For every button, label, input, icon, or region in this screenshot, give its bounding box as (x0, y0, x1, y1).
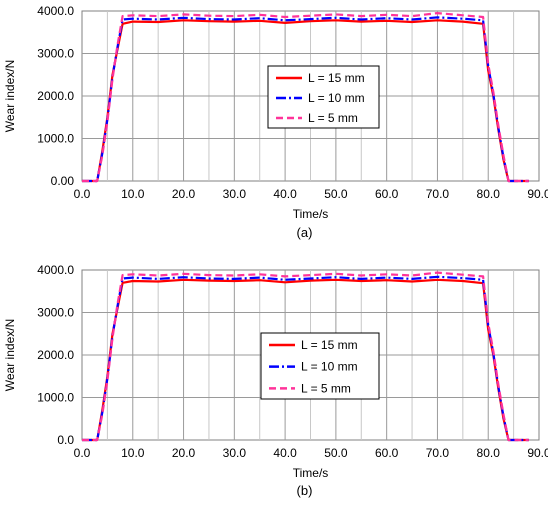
legend-label-2: L = 5 mm (308, 111, 358, 125)
y-axis-title: Wear index/N (3, 319, 17, 391)
x-tick-label: 60.0 (375, 446, 399, 460)
y-tick-label: 1000.0 (37, 132, 74, 146)
y-tick-label: 1000.0 (37, 391, 74, 405)
y-tick-label: 0.0 (57, 433, 74, 447)
series-line-2 (82, 271, 529, 442)
x-tick-label: 90.0 (527, 187, 548, 201)
y-tick-label: 4000.0 (37, 263, 74, 277)
x-axis-title: Time/s (293, 207, 329, 221)
legend: L = 15 mm L = 10 mm L = 5 mm (260, 332, 380, 400)
x-tick-label: 70.0 (426, 187, 450, 201)
y-tick-label: 4000.0 (37, 4, 74, 18)
chart-1: 0.0 10.0 20.0 30.0 40.0 50.0 60.0 70.0 80.0 90.0 0… (3, 263, 548, 498)
legend-box (267, 65, 380, 129)
legend-label-2: L = 5 mm (301, 381, 351, 395)
x-tick-label: 0.0 (74, 187, 91, 201)
x-tick-label: 80.0 (477, 446, 501, 460)
x-tick-label: 50.0 (324, 187, 348, 201)
figure-caption: (b) (297, 483, 313, 498)
x-tick-label: 60.0 (375, 187, 399, 201)
figure-caption: (a) (297, 225, 313, 240)
legend-label-0: L = 15 mm (301, 338, 358, 352)
series-line-2 (82, 12, 529, 183)
x-tick-label: 40.0 (273, 446, 297, 460)
x-tick-label: 50.0 (324, 446, 348, 460)
y-tick-label: 0.00 (51, 174, 75, 188)
y-tick-label: 3000.0 (37, 47, 74, 61)
legend-label-1: L = 10 mm (308, 91, 365, 105)
y-tick-label: 2000.0 (37, 348, 74, 362)
chart-0: 0.0 10.0 20.0 30.0 40.0 50.0 60.0 70.0 80.0 90.0 0… (3, 4, 548, 240)
x-tick-label: 90.0 (527, 446, 548, 460)
x-tick-label: 20.0 (172, 446, 196, 460)
y-tick-label: 3000.0 (37, 306, 74, 320)
x-tick-label: 70.0 (426, 446, 450, 460)
x-tick-label: 30.0 (223, 446, 247, 460)
legend: L = 15 mm L = 10 mm L = 5 mm (267, 65, 380, 129)
legend-label-0: L = 15 mm (308, 71, 365, 85)
y-axis-title: Wear index/N (3, 60, 17, 132)
x-tick-label: 40.0 (273, 187, 297, 201)
y-tick-label: 2000.0 (37, 89, 74, 103)
legend-label-1: L = 10 mm (301, 360, 358, 374)
x-tick-label: 30.0 (223, 187, 247, 201)
x-axis-title: Time/s (293, 466, 329, 480)
x-tick-label: 10.0 (121, 446, 145, 460)
x-tick-label: 10.0 (121, 187, 145, 201)
x-tick-label: 80.0 (477, 187, 501, 201)
x-tick-label: 20.0 (172, 187, 196, 201)
x-tick-label: 0.0 (74, 446, 91, 460)
